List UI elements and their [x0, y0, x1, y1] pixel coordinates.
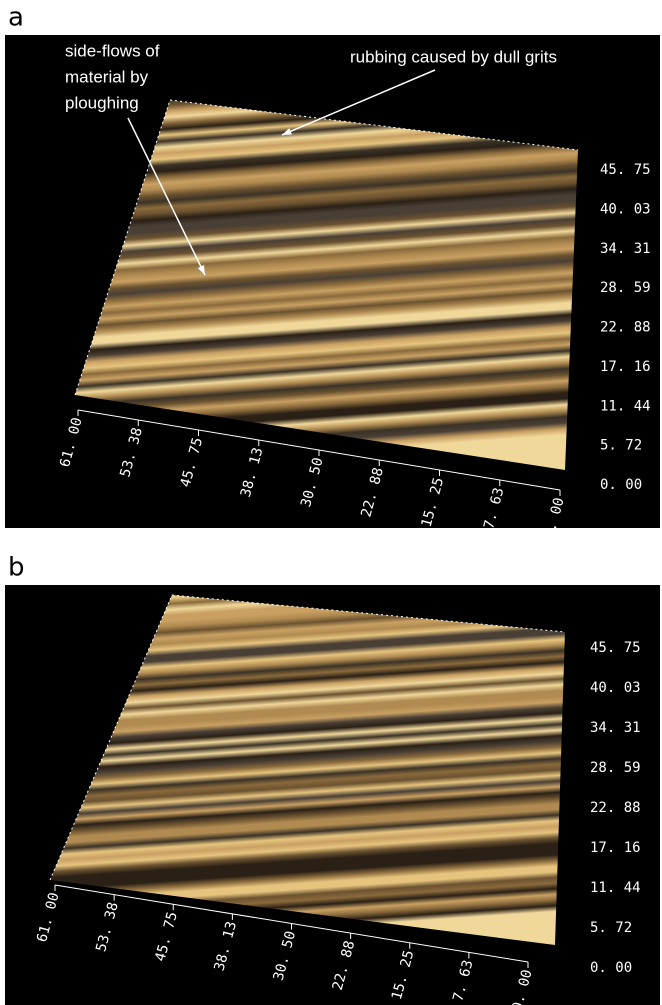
z-tick-label: 5. 72 [590, 920, 632, 936]
z-tick-label: 22. 88 [600, 320, 651, 336]
z-tick-label: 5. 72 [600, 438, 642, 454]
annotation: material by [65, 67, 149, 86]
panel-label: a [8, 3, 24, 33]
z-tick-label: 28. 59 [600, 280, 651, 296]
z-tick-label: 40. 03 [600, 201, 651, 217]
annotation: rubbing caused by dull grits [350, 47, 557, 66]
z-tick-label: 34. 31 [590, 720, 641, 736]
annotation: side-flows of [65, 41, 160, 60]
z-tick-label: 45. 75 [600, 162, 651, 178]
z-tick-label: 45. 75 [590, 640, 641, 656]
z-tick-label: 0. 00 [590, 960, 632, 976]
z-tick-label: 28. 59 [590, 760, 641, 776]
z-tick-label: 11. 44 [590, 880, 641, 896]
z-tick-label: 17. 16 [600, 359, 651, 375]
panel-label: b [8, 553, 25, 583]
z-tick-label: 0. 00 [600, 477, 642, 493]
z-tick-label: 40. 03 [590, 680, 641, 696]
z-tick-label: 17. 16 [590, 840, 641, 856]
z-tick-label: 34. 31 [600, 241, 651, 257]
annotation: ploughing [65, 93, 139, 112]
z-tick-label: 11. 44 [600, 398, 651, 414]
figure: a 45. 75 40. 03 34. 31 28. 59 22. 88 17. 16 11.… [0, 0, 662, 1005]
z-tick-label: 22. 88 [590, 800, 641, 816]
